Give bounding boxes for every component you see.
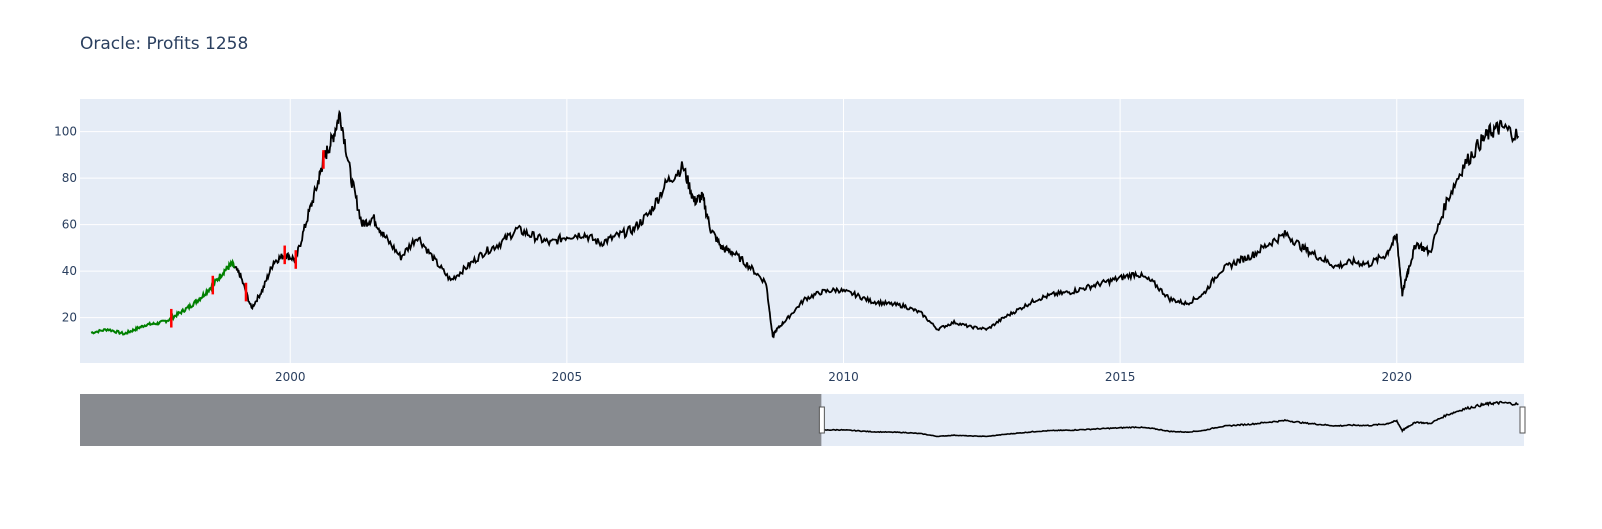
y-tick-label: 40 (62, 264, 77, 278)
y-tick-label: 60 (62, 218, 77, 232)
y-tick-label: 100 (54, 125, 77, 139)
main-plot-area[interactable] (80, 99, 1524, 363)
price-line (233, 109, 1520, 339)
x-tick-label: 2015 (1105, 370, 1136, 384)
grid-lines (80, 99, 1524, 363)
x-tick-label: 2000 (275, 370, 306, 384)
y-tick-label: 20 (62, 311, 77, 325)
y-tick-label: 80 (62, 171, 77, 185)
slider-mask-left (80, 394, 822, 446)
x-tick-label: 2005 (552, 370, 583, 384)
range-slider[interactable] (80, 394, 1526, 446)
x-tick-label: 2020 (1381, 370, 1412, 384)
x-tick-label: 2010 (828, 370, 859, 384)
price-series (90, 109, 1520, 339)
slider-handle-right[interactable] (1519, 406, 1526, 434)
slider-handle-left[interactable] (818, 406, 825, 434)
chart-title: Oracle: Profits 1258 (80, 34, 248, 54)
